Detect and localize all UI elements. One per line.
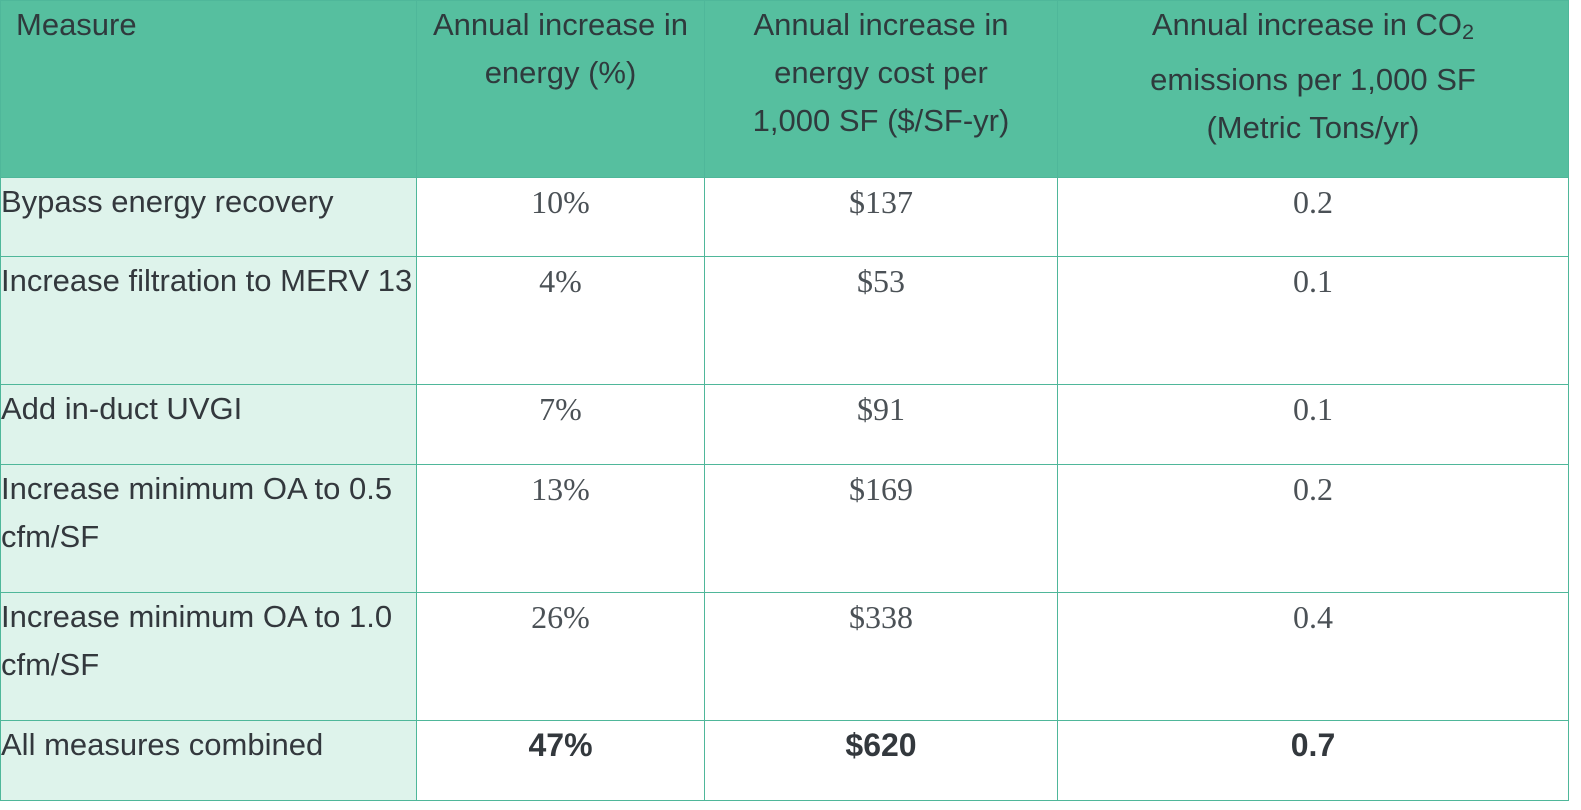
header-co2-text: Annual increase in CO xyxy=(1151,7,1463,42)
energy-pct-cell: 10% xyxy=(416,177,705,258)
measure-cell: Add in-duct UVGI xyxy=(0,384,417,465)
header-co2-line1: Annual increase in CO2 xyxy=(1058,1,1568,56)
co2-cell: 0.1 xyxy=(1057,384,1569,465)
header-co2-line3: (Metric Tons/yr) xyxy=(1206,110,1420,145)
co2-cell: 0.1 xyxy=(1057,256,1569,386)
table-row: Increase filtration to MERV 13 4% $53 0.… xyxy=(0,256,1569,386)
energy-pct-cell: 47% xyxy=(416,719,705,802)
header-row: Measure Annual increase in energy (%) An… xyxy=(0,0,1569,179)
table-row: Add in-duct UVGI 7% $91 0.1 xyxy=(0,384,1569,465)
header-energy-cost-line3: 1,000 SF ($/SF-yr) xyxy=(752,103,1010,138)
energy-cost-cell: $53 xyxy=(704,256,1058,386)
measure-cell: Increase minimum OA to 1.0 cfm/SF xyxy=(0,591,417,721)
header-measure: Measure xyxy=(0,0,417,179)
co2-cell: 0.4 xyxy=(1057,591,1569,721)
table-row: Increase minimum OA to 1.0 cfm/SF 26% $3… xyxy=(0,591,1569,721)
header-energy-cost: Annual increase in energy cost per 1,000… xyxy=(704,0,1058,179)
energy-pct-cell: 26% xyxy=(416,591,705,721)
table-row-total: All measures combined 47% $620 0.7 xyxy=(0,719,1569,802)
energy-pct-cell: 4% xyxy=(416,256,705,386)
header-co2: Annual increase in CO2 emissions per 1,0… xyxy=(1057,0,1569,179)
energy-cost-cell: $338 xyxy=(704,591,1058,721)
header-energy-cost-line1: Annual increase in xyxy=(753,7,1009,42)
energy-pct-cell: 7% xyxy=(416,384,705,465)
table-row: Bypass energy recovery 10% $137 0.2 xyxy=(0,177,1569,258)
measure-cell: All measures combined xyxy=(0,719,417,802)
energy-cost-cell: $137 xyxy=(704,177,1058,258)
energy-cost-cell: $169 xyxy=(704,463,1058,593)
co2-cell: 0.7 xyxy=(1057,719,1569,802)
header-energy-cost-line2: energy cost per xyxy=(774,55,988,90)
energy-cost-cell: $91 xyxy=(704,384,1058,465)
measure-cell: Increase filtration to MERV 13 xyxy=(0,256,417,386)
header-energy-pct: Annual increase in energy (%) xyxy=(416,0,705,179)
measure-cell: Increase minimum OA to 0.5 cfm/SF xyxy=(0,463,417,593)
energy-cost-cell: $620 xyxy=(704,719,1058,802)
table-row: Increase minimum OA to 0.5 cfm/SF 13% $1… xyxy=(0,463,1569,593)
co2-cell: 0.2 xyxy=(1057,177,1569,258)
energy-pct-cell: 13% xyxy=(416,463,705,593)
header-co2-line2: emissions per 1,000 SF xyxy=(1150,62,1476,97)
measure-cell: Bypass energy recovery xyxy=(0,177,417,258)
header-co2-subscript: 2 xyxy=(1462,19,1475,44)
co2-cell: 0.2 xyxy=(1057,463,1569,593)
